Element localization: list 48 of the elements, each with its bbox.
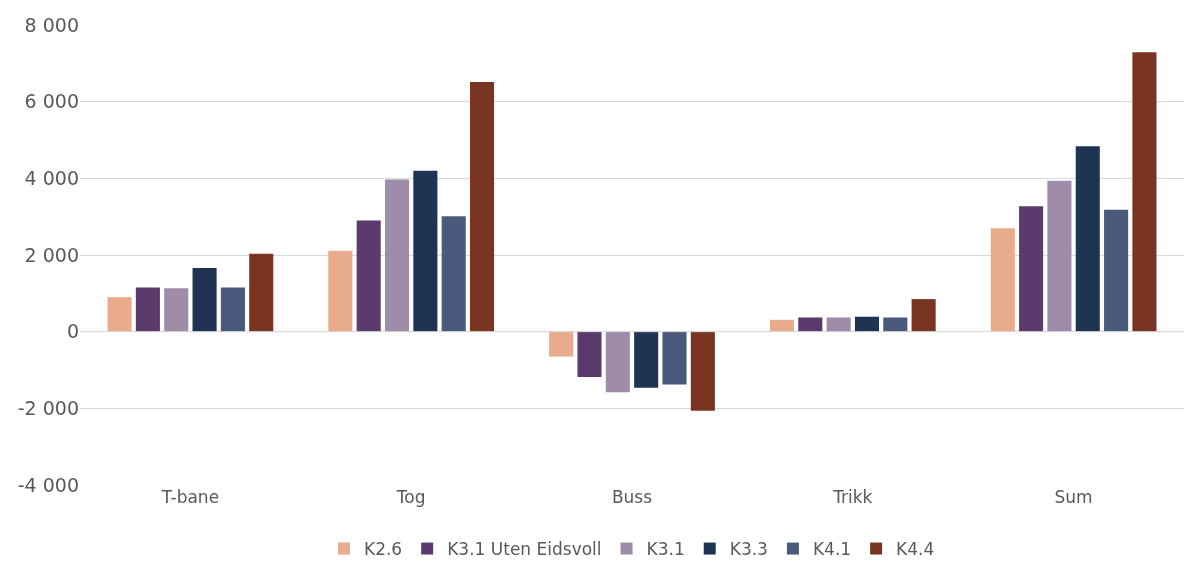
bar <box>328 250 353 332</box>
legend-label: K4.1 <box>812 539 852 560</box>
legend-label: K3.1 <box>646 539 685 560</box>
x-tick-label: T-bane <box>160 487 220 507</box>
bar <box>1047 180 1072 332</box>
bar <box>356 220 381 332</box>
bar <box>769 319 794 332</box>
bar <box>1019 206 1044 332</box>
bar <box>577 331 602 377</box>
bar <box>107 297 132 332</box>
y-tick-label: 2 000 <box>24 243 79 266</box>
y-tick-label: 0 <box>66 320 79 343</box>
y-tick-label: 6 000 <box>24 90 79 113</box>
legend-label: K3.3 <box>729 539 768 560</box>
bar <box>798 317 823 332</box>
bar <box>854 316 880 332</box>
bar <box>413 170 438 332</box>
bar <box>1132 52 1157 332</box>
bar <box>605 331 630 393</box>
x-tick-label: Tog <box>395 487 426 507</box>
x-tick-label: Trikk <box>832 487 873 507</box>
bar <box>220 287 245 332</box>
x-tick-label: Buss <box>611 487 653 507</box>
bar <box>634 331 659 388</box>
bar <box>384 179 410 332</box>
bar <box>1075 146 1100 332</box>
bar <box>690 331 715 411</box>
bar <box>441 216 466 332</box>
bar <box>990 228 1015 332</box>
bar <box>662 331 687 385</box>
bar <box>826 317 851 332</box>
bar <box>192 268 217 332</box>
legend-label: K2.6 <box>364 539 403 560</box>
y-tick-label: 8 000 <box>24 13 79 36</box>
bar <box>164 288 189 332</box>
bar <box>249 253 274 332</box>
bar <box>470 82 495 332</box>
bar <box>1104 209 1129 332</box>
legend-label: K4.4 <box>896 539 935 560</box>
bar <box>135 287 160 332</box>
bar <box>549 331 574 357</box>
y-tick-label: -4 000 <box>17 473 79 496</box>
bar <box>883 317 908 332</box>
legend-label: K3.1 Uten Eidsvoll <box>447 539 602 560</box>
x-tick-label: Sum <box>1054 487 1093 507</box>
y-tick-label: -2 000 <box>17 396 79 419</box>
bar <box>911 299 936 332</box>
y-tick-label: 4 000 <box>24 166 79 189</box>
